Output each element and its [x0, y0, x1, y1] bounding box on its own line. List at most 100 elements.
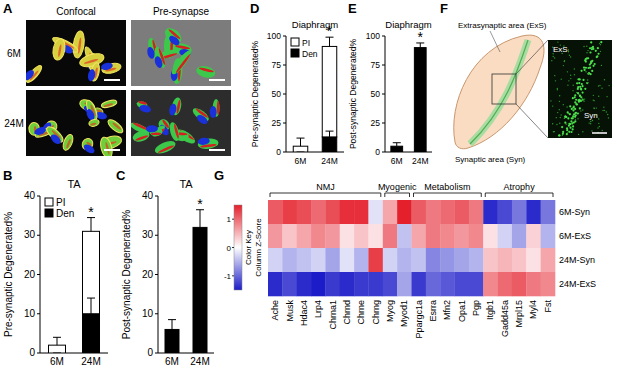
nucleus	[146, 125, 158, 132]
category-label: 6M	[391, 156, 403, 166]
heatmap-cell	[541, 200, 556, 224]
y-tick	[382, 152, 385, 153]
error-cap	[53, 337, 61, 338]
inset-speck	[579, 78, 581, 80]
inset-speck	[589, 51, 591, 53]
nucleus	[167, 34, 181, 47]
group-bracket	[385, 193, 410, 197]
nucleus	[210, 106, 217, 118]
inset-speck	[564, 61, 565, 62]
group-label: Atrophy	[504, 182, 536, 192]
inset-speck	[587, 82, 588, 83]
inset-speck	[590, 121, 591, 122]
heatmap-cell	[512, 224, 527, 248]
inset-speck	[579, 86, 581, 88]
bar-chart: DiaphragmPost-synaptic Degenerated%02550…	[348, 19, 432, 166]
bar	[293, 146, 308, 152]
synapse-blob	[106, 118, 125, 136]
y-tick	[37, 196, 40, 197]
nerve-terminal	[174, 44, 190, 49]
inset-speck	[567, 117, 569, 119]
nerve-terminal	[90, 122, 97, 126]
synapse-blob	[153, 46, 168, 70]
heatmap-cell	[426, 272, 441, 296]
zoom-line	[516, 104, 548, 138]
scale-bar	[104, 149, 120, 151]
heatmap-cell	[297, 224, 312, 248]
tick-label: 100	[366, 31, 380, 41]
image-background	[131, 20, 231, 86]
synapse-blob	[153, 138, 177, 156]
inset-speck	[584, 88, 586, 90]
inset-speck	[592, 120, 593, 121]
inset-speck	[579, 100, 581, 102]
column-label: Esrra	[428, 300, 438, 322]
inset-speck	[598, 118, 599, 119]
inset-speck	[596, 107, 597, 108]
heatmap-cell	[282, 272, 297, 296]
inset-speck	[575, 112, 577, 114]
inset-speck	[573, 105, 575, 107]
color-key	[234, 205, 242, 290]
inset-speck	[598, 96, 599, 97]
heatmap-cell	[368, 224, 383, 248]
inset-speck	[608, 117, 609, 118]
inset-speck	[572, 90, 573, 91]
inset-speck	[599, 126, 600, 127]
leader-line	[490, 31, 500, 52]
heatmap-cell	[541, 248, 556, 272]
inset-speck	[558, 134, 560, 136]
y-tick	[37, 313, 40, 314]
heatmap-cell	[526, 224, 541, 248]
synapse-blob	[101, 62, 122, 75]
heatmap-cell	[426, 200, 441, 224]
bar	[322, 137, 337, 152]
inset-speck	[580, 88, 582, 90]
heatmap-cell	[526, 200, 541, 224]
inset-speck	[593, 107, 594, 108]
error-bar	[196, 210, 204, 228]
bar-chart: DiaphragmPre-synaptic Degenerated%025507…	[250, 19, 344, 166]
legend-swatch	[291, 38, 299, 46]
inset-speck	[551, 60, 552, 61]
inset-speck	[585, 71, 586, 72]
inset-speck	[564, 122, 566, 124]
scale-bar	[209, 79, 225, 81]
heatmap-cell	[311, 272, 326, 296]
inset-speck	[569, 127, 571, 129]
nerve-terminal	[112, 122, 122, 131]
inset-speck	[568, 49, 569, 50]
muscle	[454, 35, 544, 149]
color-key-tick	[232, 247, 234, 248]
group-label: Metabolism	[424, 182, 470, 192]
heatmap-cell	[483, 224, 498, 248]
column-label: Myod1	[399, 300, 409, 327]
heatmap-cell	[368, 200, 383, 224]
inset-speck	[557, 88, 558, 89]
inset-speck	[572, 128, 574, 130]
inset-speck	[552, 123, 553, 124]
inset-speck	[557, 89, 558, 90]
tick-label: 20	[24, 269, 36, 280]
heatmap-cell	[383, 248, 398, 272]
inset-speck	[559, 101, 560, 102]
heatmap-cell	[397, 272, 412, 296]
inset-speck	[592, 65, 594, 67]
inset-speck	[582, 91, 584, 93]
error-cap	[326, 131, 334, 132]
synapse-blob	[99, 136, 115, 156]
scale-bar	[104, 79, 120, 81]
inset-speck	[579, 82, 580, 83]
inset-speck	[585, 61, 587, 63]
bar-chart: TAPre-synaptic Degenerated%0102030406M24…	[3, 178, 108, 367]
y-tick	[155, 235, 158, 236]
heatmap-cell	[383, 224, 398, 248]
error-cap	[168, 319, 176, 320]
error-stem	[57, 337, 58, 345]
inset-speck	[579, 95, 581, 97]
y-tick	[283, 36, 286, 37]
inset-speck	[572, 85, 573, 86]
significance-mark: *	[418, 29, 424, 45]
column-label: Chrna1	[328, 300, 338, 330]
nucleus	[138, 104, 151, 114]
